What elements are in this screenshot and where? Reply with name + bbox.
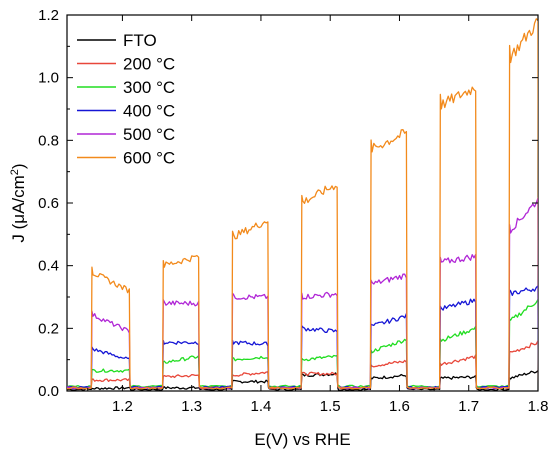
legend-label: 200 °C <box>123 55 175 74</box>
y-tick-label: 0.8 <box>38 132 59 149</box>
x-axis-ticks: 1.2 1.3 1.4 1.5 1.6 1.7 1.8 <box>87 15 549 415</box>
series-line <box>67 197 538 390</box>
y-axis-title-sup: 2 <box>9 169 21 175</box>
x-tick-label: 1.7 <box>458 398 479 415</box>
x-axis-title: E(V) vs RHE <box>254 430 350 449</box>
y-axis-title-unit: A/cm <box>9 175 28 214</box>
series-line <box>67 340 538 390</box>
x-tick-label: 1.8 <box>528 398 549 415</box>
legend-label: 600 °C <box>123 149 175 168</box>
x-tick-label: 1.2 <box>112 398 133 415</box>
legend-label: 400 °C <box>123 102 175 121</box>
y-tick-label: 1.0 <box>38 70 59 87</box>
legend-label: FTO <box>123 31 157 50</box>
series-layer <box>67 18 538 391</box>
x-tick-label: 1.5 <box>320 398 341 415</box>
legend: FTO 200 °C 300 °C 400 °C 500 °C 600 °C <box>77 31 175 168</box>
y-tick-label: 0.0 <box>38 383 59 400</box>
y-tick-label: 0.6 <box>38 195 59 212</box>
y-tick-label: 1.2 <box>38 7 59 24</box>
y-axis-title-close: ) <box>9 163 28 169</box>
legend-label: 500 °C <box>123 125 175 144</box>
x-tick-label: 1.6 <box>389 398 410 415</box>
series-line <box>67 298 538 388</box>
x-tick-label: 1.3 <box>181 398 202 415</box>
series-line <box>67 18 538 390</box>
legend-label: 300 °C <box>123 78 175 97</box>
y-axis-title-main: J ( <box>9 223 28 242</box>
y-tick-label: 0.2 <box>38 320 59 337</box>
y-axis-ticks: 0.0 0.2 0.4 0.6 0.8 1.0 1.2 <box>38 7 538 400</box>
x-tick-label: 1.4 <box>251 398 272 415</box>
y-axis-title-mu: μ <box>9 214 28 224</box>
y-axis-title: J (μA/cm2) <box>9 163 28 242</box>
y-tick-label: 0.4 <box>38 258 59 275</box>
